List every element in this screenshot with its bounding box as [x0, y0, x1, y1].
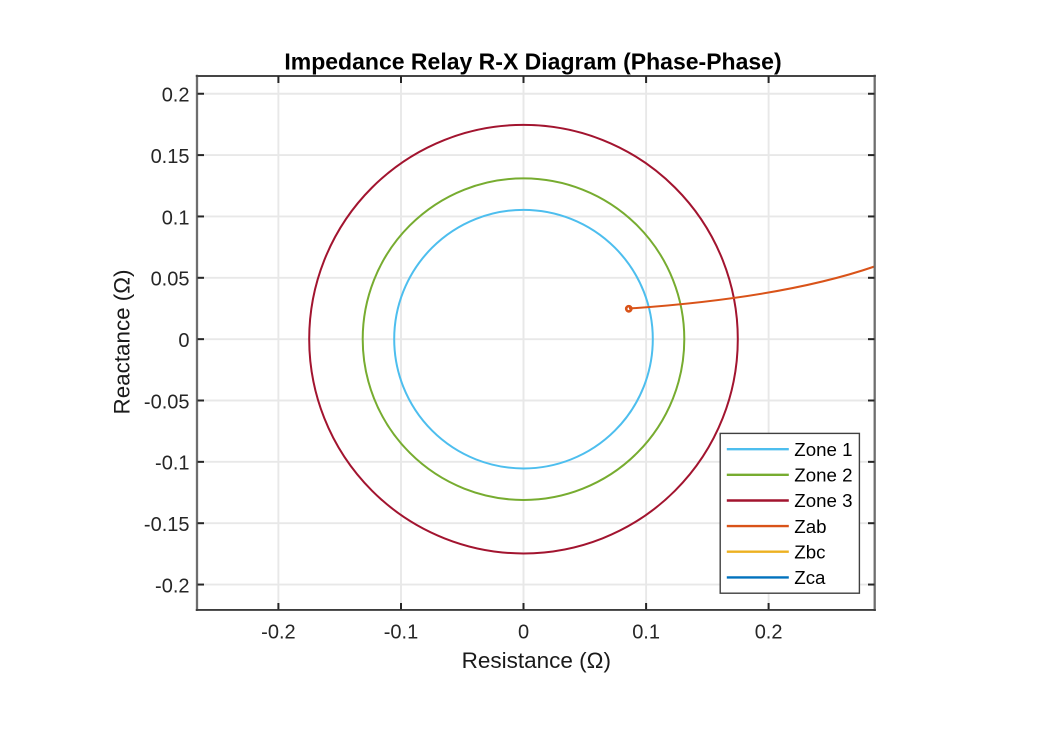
svg-text:0.1: 0.1: [632, 621, 660, 643]
svg-text:0.2: 0.2: [162, 85, 190, 107]
svg-text:0: 0: [518, 621, 529, 643]
svg-text:-0.1: -0.1: [155, 453, 189, 475]
svg-text:0: 0: [178, 330, 189, 352]
svg-text:0.05: 0.05: [151, 269, 190, 291]
svg-text:0.1: 0.1: [162, 207, 190, 229]
svg-text:0.2: 0.2: [755, 621, 783, 643]
svg-text:-0.1: -0.1: [384, 621, 418, 643]
svg-text:Zab: Zab: [794, 516, 826, 537]
svg-text:0.15: 0.15: [151, 146, 190, 168]
svg-text:-0.2: -0.2: [155, 575, 189, 597]
svg-text:Zca: Zca: [794, 567, 826, 588]
svg-text:Reactance (Ω): Reactance (Ω): [109, 270, 134, 415]
svg-text:Zone 3: Zone 3: [794, 490, 852, 511]
svg-text:Resistance (Ω): Resistance (Ω): [462, 648, 611, 673]
svg-text:Zbc: Zbc: [794, 541, 825, 562]
svg-text:-0.2: -0.2: [261, 621, 295, 643]
svg-text:Zone 1: Zone 1: [794, 439, 852, 460]
svg-text:-0.05: -0.05: [144, 391, 190, 413]
svg-text:-0.15: -0.15: [144, 514, 190, 536]
svg-text:Zone 2: Zone 2: [794, 465, 852, 486]
svg-text:Impedance Relay R-X Diagram (P: Impedance Relay R-X Diagram (Phase-Phase…: [284, 49, 781, 75]
